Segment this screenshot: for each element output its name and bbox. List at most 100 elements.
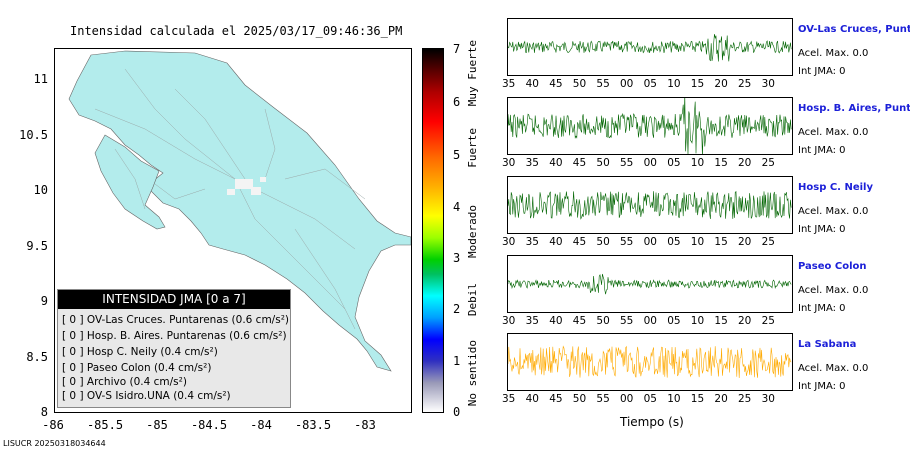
time-tick-label: 35 xyxy=(502,393,516,405)
time-tick-label: 40 xyxy=(525,393,539,405)
time-tick-label: 05 xyxy=(643,78,657,90)
costa-rica-map-svg xyxy=(68,50,411,372)
time-tick-label: 25 xyxy=(761,236,775,248)
time-tick-label: 30 xyxy=(502,157,516,169)
map-x-tick: -85 xyxy=(146,418,168,432)
time-tick-label: 50 xyxy=(596,236,610,248)
map-y-tick: 11 xyxy=(33,72,48,86)
time-tick-label: 30 xyxy=(502,315,516,327)
waveform-svg xyxy=(508,190,792,220)
seismogram-trace xyxy=(507,255,793,313)
station-name: Hosp. B. Aires, Puntare xyxy=(798,103,910,114)
legend-row: [ 0 ] Hosp. B. Aires. Puntarenas (0.6 cm… xyxy=(62,330,287,342)
legend-header: INTENSIDAD JMA [0 a 7] xyxy=(58,290,290,309)
legend-row: [ 0 ] Paseo Colon (0.4 cm/s²) xyxy=(62,362,212,374)
time-tick-label: 45 xyxy=(549,393,563,405)
time-tick-label: 15 xyxy=(690,393,705,405)
time-tick-label: 45 xyxy=(549,78,563,90)
map-y-tick: 9.5 xyxy=(26,239,48,253)
station-accel: Acel. Max. 0.0 xyxy=(798,363,869,374)
station-name: La Sabana xyxy=(798,339,857,350)
map-x-tick: -83.5 xyxy=(294,418,332,432)
colorbar-label: Moderado xyxy=(466,205,479,258)
station-accel: Acel. Max. 0.0 xyxy=(798,285,869,296)
time-tick-label: 45 xyxy=(572,157,587,169)
time-tick-label: 05 xyxy=(667,236,681,248)
time-tick-label: 35 xyxy=(525,315,539,327)
time-tick-label: 50 xyxy=(572,78,587,90)
time-tick-label: 40 xyxy=(549,157,563,169)
time-tick-label: 00 xyxy=(620,393,634,405)
time-tick-label: 10 xyxy=(690,157,705,169)
seismogram-trace xyxy=(507,97,793,155)
time-tick-label: 30 xyxy=(502,236,516,248)
colorbar-tick: 3 xyxy=(453,251,461,265)
waveform-line xyxy=(508,98,792,154)
station-intensity: Int JMA: 0 xyxy=(798,145,846,156)
time-tick-label: 10 xyxy=(690,236,705,248)
station-accel: Acel. Max. 0.0 xyxy=(798,206,869,217)
station-intensity: Int JMA: 0 xyxy=(798,381,846,392)
colorbar-label: Muy Fuerte xyxy=(466,40,479,107)
seismogram-trace xyxy=(507,333,793,391)
time-tick-label: 55 xyxy=(620,315,634,327)
colorbar-label: Debil xyxy=(466,283,479,317)
time-tick-label: 40 xyxy=(525,78,539,90)
time-tick-label: 00 xyxy=(620,78,634,90)
map-y-tick: 9 xyxy=(40,294,48,308)
time-tick-label: 15 xyxy=(714,157,728,169)
time-tick-label: 35 xyxy=(502,78,516,90)
colorbar-tick: 1 xyxy=(453,354,461,368)
time-tick-label: 05 xyxy=(643,393,657,405)
station-name: OV-Las Cruces, Puntar xyxy=(798,24,910,35)
time-tick-label: 30 xyxy=(761,393,775,405)
map-y-tick: 10.5 xyxy=(19,128,48,142)
time-tick-label: 20 xyxy=(714,78,728,90)
time-tick-label: 00 xyxy=(643,157,657,169)
waveform-line xyxy=(508,190,792,220)
time-tick-label: 25 xyxy=(738,78,752,90)
map-x-tick: -84 xyxy=(250,418,272,432)
colorbar-tick: 2 xyxy=(453,302,461,316)
time-tick-label: 15 xyxy=(714,236,728,248)
urban-areas xyxy=(227,177,266,195)
intensity-legend: INTENSIDAD JMA [0 a 7] [ 0 ] OV-Las Cruc… xyxy=(57,289,291,408)
time-tick-label: 55 xyxy=(596,78,610,90)
station-intensity: Int JMA: 0 xyxy=(798,66,846,77)
map-x-tick: -84.5 xyxy=(190,418,228,432)
time-tick-label: 20 xyxy=(738,157,752,169)
time-tick-label: 00 xyxy=(643,315,657,327)
costa-rica-land xyxy=(68,50,411,372)
time-tick-label: 45 xyxy=(572,236,587,248)
time-tick-label: 45 xyxy=(572,315,587,327)
colorbar-label: Fuerte xyxy=(466,128,479,168)
time-tick-label: 25 xyxy=(761,157,775,169)
time-tick-label: 15 xyxy=(690,78,705,90)
intensity-map: INTENSIDAD JMA [0 a 7] [ 0 ] OV-Las Cruc… xyxy=(54,48,412,413)
time-tick-label: 20 xyxy=(738,315,752,327)
station-name: Hosp C. Neily xyxy=(798,182,873,193)
time-tick-label: 40 xyxy=(549,315,563,327)
time-tick-label: 25 xyxy=(738,393,752,405)
time-tick-label: 10 xyxy=(667,393,681,405)
time-tick-label: 05 xyxy=(667,315,681,327)
legend-row: [ 0 ] OV-Las Cruces. Puntarenas (0.6 cm/… xyxy=(62,314,289,326)
legend-row: [ 0 ] Hosp C. Neily (0.4 cm/s²) xyxy=(62,346,218,358)
colorbar-tick: 5 xyxy=(453,148,461,162)
time-tick-label: 15 xyxy=(714,315,728,327)
station-accel: Acel. Max. 0.0 xyxy=(798,48,869,59)
waveform-svg xyxy=(508,34,792,62)
time-tick-label: 40 xyxy=(549,236,563,248)
time-tick-label: 50 xyxy=(572,393,587,405)
legend-row: [ 0 ] OV-S Isidro.UNA (0.4 cm/s²) xyxy=(62,390,231,402)
map-x-tick: -86 xyxy=(42,418,64,432)
colorbar-label: No sentido xyxy=(466,340,479,407)
station-accel: Acel. Max. 0.0 xyxy=(798,127,869,138)
time-tick-label: 00 xyxy=(643,236,657,248)
waveform-svg xyxy=(508,273,792,295)
intensity-colorbar xyxy=(422,48,444,413)
legend-row: [ 0 ] Archivo (0.4 cm/s²) xyxy=(62,376,187,388)
waveform-svg xyxy=(508,345,792,379)
waveform-line xyxy=(508,345,792,379)
time-tick-label: 05 xyxy=(667,157,681,169)
